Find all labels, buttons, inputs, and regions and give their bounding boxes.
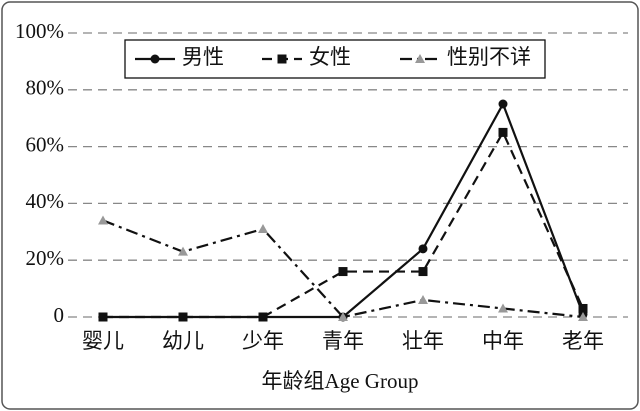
legend-label: 女性 [309, 45, 351, 69]
x-tick-label: 老年 [562, 329, 604, 353]
y-tick-label: 40% [26, 189, 65, 213]
x-tick-label: 幼儿 [162, 329, 204, 353]
y-tick-label: 20% [26, 246, 65, 270]
y-tick-label: 0 [54, 303, 65, 327]
y-tick-label: 100% [15, 19, 64, 43]
data-point [178, 312, 188, 322]
y-tick-label: 80% [26, 76, 65, 100]
legend-marker [277, 54, 287, 64]
legend: 男性 女性 性别不详 [124, 39, 546, 79]
data-point [578, 303, 588, 313]
x-tick-label: 少年 [242, 329, 284, 353]
data-point [498, 127, 508, 137]
data-point [498, 303, 508, 313]
data-point [258, 223, 268, 233]
data-point [258, 312, 268, 322]
x-tick-label: 婴儿 [82, 329, 124, 353]
y-tick-label: 60% [26, 132, 65, 156]
data-point [418, 267, 428, 277]
legend-label: 男性 [182, 45, 224, 69]
legend-marker [415, 54, 425, 63]
data-point [578, 312, 588, 321]
data-point [418, 294, 428, 304]
data-point [338, 312, 348, 321]
data-point [98, 215, 108, 225]
x-axis-label: 年龄组Age Group [262, 369, 419, 393]
data-point [338, 267, 348, 277]
x-tick-label: 中年 [482, 329, 524, 353]
data-point [498, 99, 508, 109]
legend-label: 性别不详 [447, 45, 531, 69]
data-point [98, 312, 108, 322]
data-point [418, 244, 428, 254]
legend-box [124, 39, 546, 79]
x-tick-label: 青年 [322, 329, 364, 353]
data-point [178, 246, 188, 256]
x-tick-label: 壮年 [402, 329, 444, 353]
legend-marker [150, 54, 160, 64]
